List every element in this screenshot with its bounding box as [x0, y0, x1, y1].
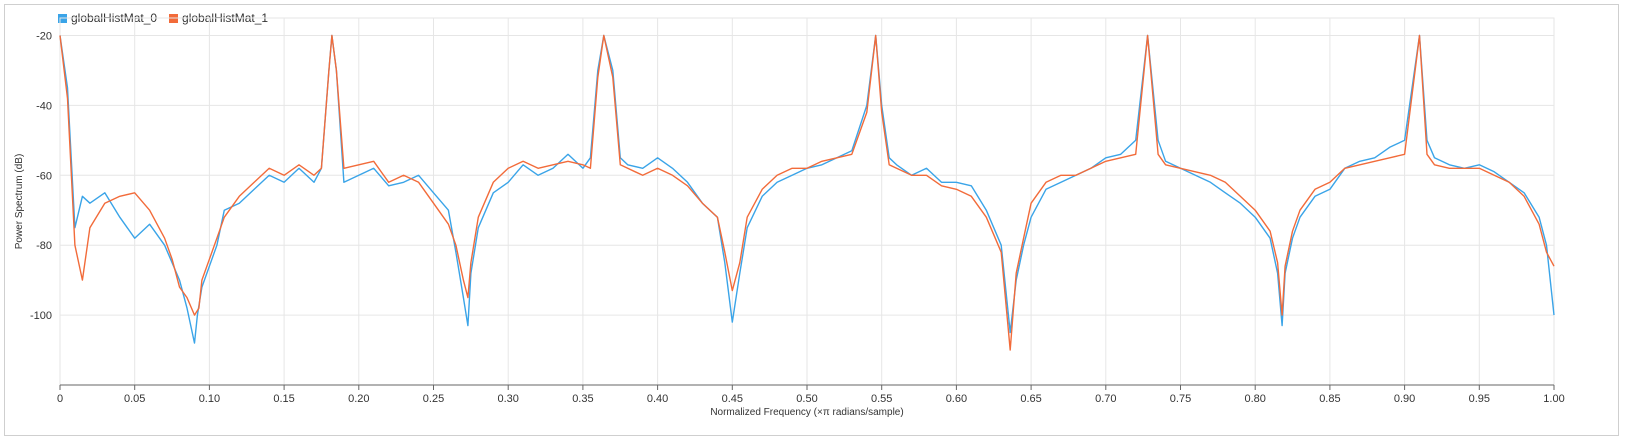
x-tick-label: 0.60	[946, 393, 967, 405]
series-line-1	[59, 34, 1555, 351]
x-tick-label: 0.10	[199, 393, 220, 405]
y-tick-label: -80	[36, 240, 52, 252]
x-tick-label: 0.40	[647, 393, 668, 405]
x-tick-label: 0	[57, 393, 63, 405]
x-tick-label: 0.85	[1319, 393, 1340, 405]
y-tick-label: -60	[36, 170, 52, 182]
y-axis-title: Power Spectrum (dB)	[14, 154, 25, 250]
x-tick-label: 0.25	[423, 393, 444, 405]
x-tick-label: 0.20	[348, 393, 369, 405]
x-tick-label: 0.70	[1095, 393, 1116, 405]
x-tick-label: 0.80	[1244, 393, 1265, 405]
x-tick-label: 0.15	[273, 393, 294, 405]
x-tick-label: 0.50	[796, 393, 817, 405]
x-tick-label: 0.35	[572, 393, 593, 405]
chart-panel	[4, 4, 1619, 436]
x-tick-label: 1.00	[1543, 393, 1564, 405]
x-tick-label: 0.90	[1394, 393, 1415, 405]
x-tick-label: 0.05	[124, 393, 145, 405]
x-tick-label: 0.55	[871, 393, 892, 405]
x-tick-label: 0.75	[1170, 393, 1191, 405]
y-tick-label: -100	[30, 310, 52, 322]
x-axis-title: Normalized Frequency (×π radians/sample)	[710, 407, 903, 418]
series-lines	[59, 34, 1555, 351]
y-tick-label: -20	[36, 30, 52, 42]
grid-lines	[59, 17, 1555, 386]
axes: 0 0.05 0.10 0.15 0.20 0.25 0.30 0.35 0.40 0.45 0.5…	[30, 30, 1565, 405]
y-tick-label: -40	[36, 100, 52, 112]
x-tick-label: 0.65	[1020, 393, 1041, 405]
x-tick-label: 0.30	[497, 393, 518, 405]
x-tick-label: 0.95	[1469, 393, 1490, 405]
x-tick-label: 0.45	[722, 393, 743, 405]
